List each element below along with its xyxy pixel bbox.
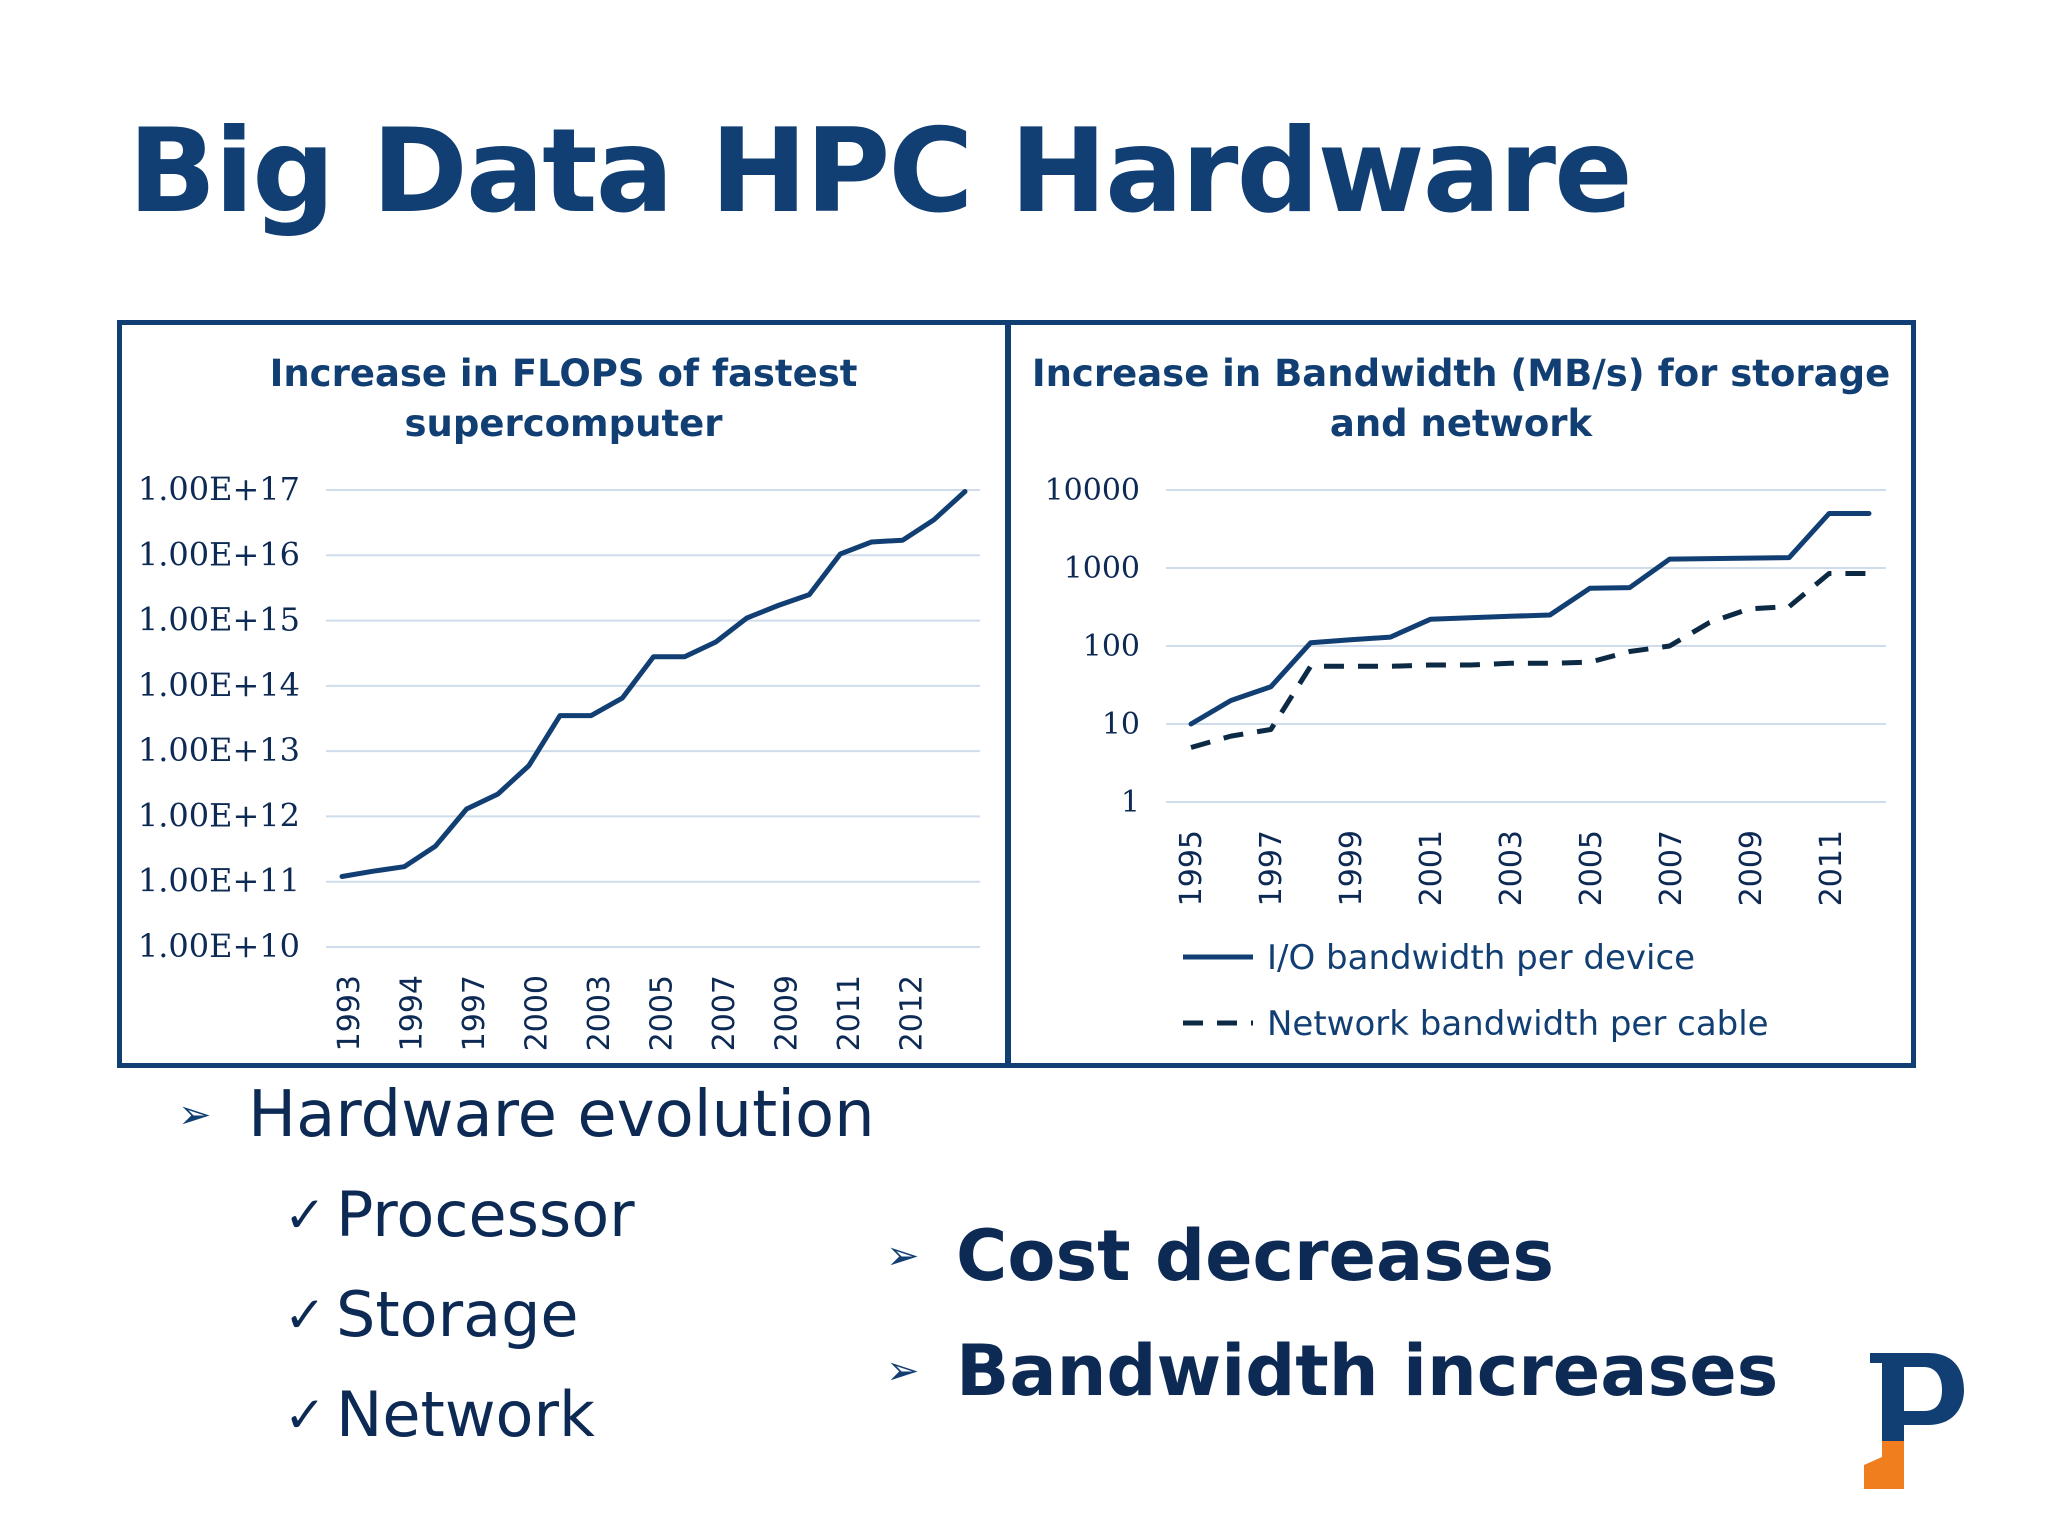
x-tick-label: 2011 [832,975,867,1051]
slide-title: Big Data HPC Hardware [128,104,1633,239]
x-tick-label: 1999 [1334,830,1369,906]
checkmark-icon: ✓ [284,1285,326,1344]
highlight-item: ➢ Bandwidth increases [886,1330,1778,1412]
x-tick-label: 1995 [1174,830,1209,906]
chart-title-line-1: Increase in Bandwidth (MB/s) for storage [1031,352,1891,395]
sub-bullet-item: ✓ Storage [284,1278,579,1351]
series-line [1188,511,1872,727]
chart-title: Increase in Bandwidth (MB/s) for storage… [1011,349,1911,449]
chart-title-line-2: supercomputer [404,402,723,445]
y-tick-label: 1.00E+10 [138,927,300,965]
series-line [1190,571,1869,750]
legend-label: I/O bandwidth per device [1267,938,1695,978]
university-logo [1864,1353,1964,1489]
checkmark-icon: ✓ [284,1185,326,1244]
highlight-text: Bandwidth increases [956,1330,1779,1412]
x-tick-label: 2003 [1494,830,1529,906]
x-tick-label: 2001 [1414,830,1449,906]
y-tick-label: 100 [1083,629,1140,664]
sub-bullet-text: Storage [336,1278,579,1351]
checkmark-icon: ✓ [284,1385,326,1444]
highlight-text: Cost decreases [956,1215,1555,1297]
y-tick-label: 10000 [1045,473,1140,508]
x-tick-label: 2009 [770,975,805,1051]
sub-bullet-text: Network [336,1378,595,1451]
bullet-text: Hardware evolution [248,1078,875,1152]
y-tick-label: 1.00E+14 [138,666,300,704]
x-tick-label: 2009 [1734,830,1769,906]
arrowhead-bullet-icon: ➢ [178,1092,212,1138]
y-tick-label: 1.00E+17 [138,470,300,508]
sub-bullet-text: Processor [336,1178,635,1251]
y-tick-label: 1.00E+12 [138,796,300,834]
flops-chart-panel: Increase in FLOPS of fastest supercomput… [117,320,1010,1068]
x-tick-label: 1994 [395,975,430,1051]
x-tick-label: 1997 [457,975,492,1051]
x-tick-label: 2000 [520,975,555,1051]
chart-title-line-1: Increase in FLOPS of fastest [269,352,858,395]
bullet-item: ➢ Hardware evolution [178,1078,875,1152]
y-tick-label: 1.00E+15 [138,601,300,639]
sub-bullet-item: ✓ Network [284,1378,595,1451]
arrowhead-bullet-icon: ➢ [886,1348,920,1394]
x-tick-label: 2005 [1574,830,1609,906]
flops-line-chart: 1.00E+10 1.00E+11 1.00E+12 1.00E+13 1.00E+14… [138,470,980,1051]
bandwidth-chart-panel: Increase in Bandwidth (MB/s) for storage… [1006,320,1916,1068]
x-tick-label: 2005 [645,975,680,1051]
x-tick-label: 2007 [1654,830,1689,906]
y-tick-label: 1.00E+16 [138,535,300,573]
chart-title-line-2: and network [1329,402,1593,445]
y-tick-label: 1000 [1064,551,1140,586]
y-tick-label: 1.00E+11 [138,862,300,900]
highlight-item: ➢ Cost decreases [886,1215,1554,1297]
x-tick-label: 1997 [1254,830,1289,906]
bandwidth-line-chart: 1 10 100 1000 10000 1995 1997 1999 2001 2003 2005 2… [1045,473,1886,1044]
y-tick-label: 1.00E+13 [138,731,300,769]
y-tick-label: 1 [1121,785,1140,820]
x-tick-label: 2012 [895,975,930,1051]
x-tick-label: 1993 [332,975,367,1051]
chart-title: Increase in FLOPS of fastest supercomput… [122,349,1005,449]
series-line [339,489,968,879]
sub-bullet-item: ✓ Processor [284,1178,635,1251]
arrowhead-bullet-icon: ➢ [886,1233,920,1279]
x-tick-label: 2011 [1814,830,1849,906]
x-tick-label: 2003 [582,975,617,1051]
legend-label: Network bandwidth per cable [1267,1004,1769,1044]
x-tick-label: 2007 [707,975,742,1051]
y-tick-label: 10 [1102,707,1140,742]
